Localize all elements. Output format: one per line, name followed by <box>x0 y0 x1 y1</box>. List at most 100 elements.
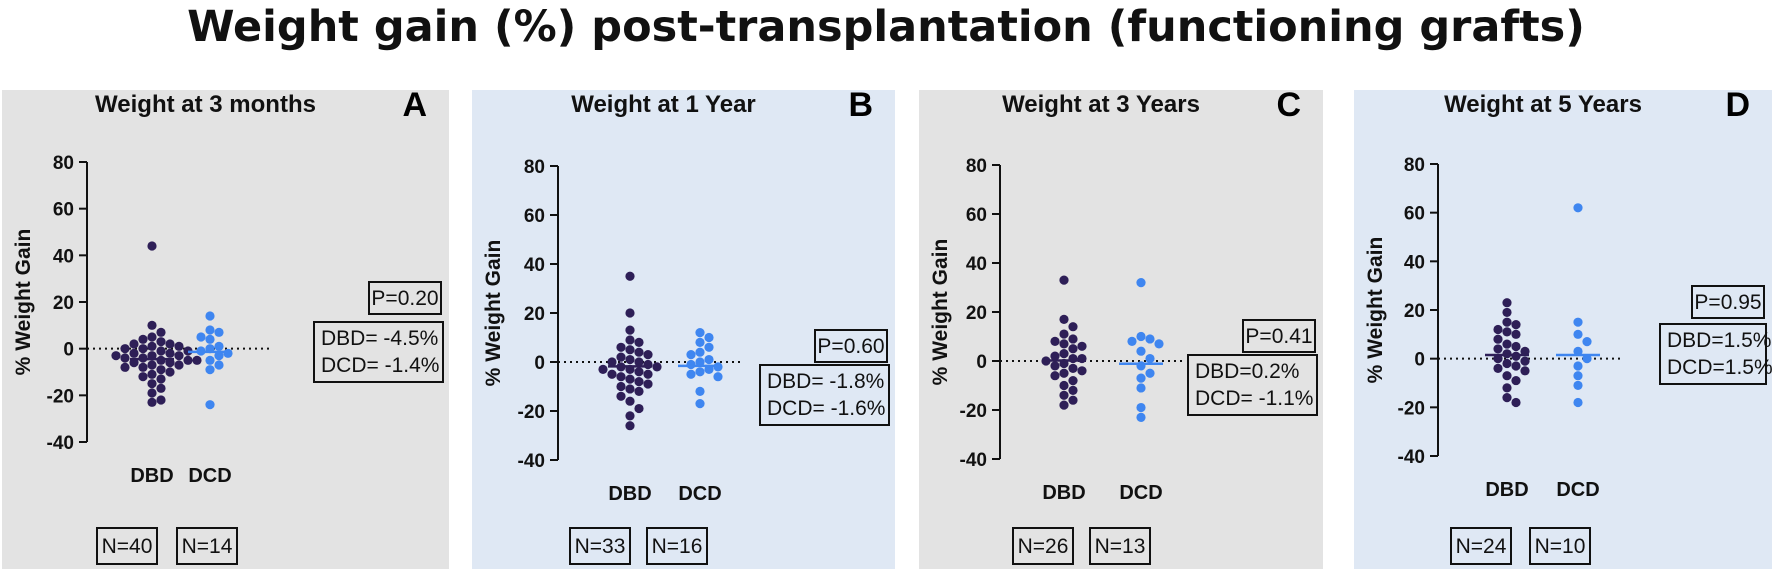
data-point-dcd <box>205 400 215 410</box>
data-point-dbd <box>616 342 626 352</box>
chart-svg: Weight at 1 Year B 80 60 40 20 0 -20 -40 % Weight… <box>482 90 890 565</box>
chart-svg: Weight at 3 months A 80 60 40 20 0 -20 -40 % Weig… <box>12 90 444 565</box>
y-tick-label: 0 <box>63 340 74 361</box>
data-point-dbd <box>138 372 148 382</box>
p-value-box <box>368 281 442 315</box>
data-point-dcd <box>695 357 705 367</box>
median-stat: DBD= -1.8% <box>767 370 884 393</box>
n-label: N=14 <box>182 535 233 558</box>
figure-title: Weight gain (%) post-transplantation (fu… <box>187 2 1585 52</box>
y-tick-label: -40 <box>47 433 74 454</box>
data-point-dcd <box>214 327 224 337</box>
y-tick-label: -20 <box>960 401 987 422</box>
data-point-dbd <box>165 367 175 377</box>
data-point-dbd <box>1511 361 1521 371</box>
data-point-dbd <box>1493 363 1503 373</box>
data-point-dbd <box>1520 366 1530 376</box>
data-point-dcd <box>686 350 696 360</box>
data-point-dcd <box>205 365 215 375</box>
y-axis-label: % Weight Gain <box>482 240 505 387</box>
data-point-dbd <box>634 357 644 367</box>
n-label: N=40 <box>102 535 153 558</box>
data-point-dcd <box>695 328 705 338</box>
p-value: P=0.41 <box>1245 325 1312 348</box>
data-point-dbd <box>1068 353 1078 364</box>
data-point-dbd <box>174 360 184 370</box>
data-point-dcd <box>695 399 705 409</box>
y-tick-label: 80 <box>524 157 545 178</box>
p-value-box <box>814 329 888 363</box>
data-point-dbd <box>1493 344 1503 354</box>
median-stat: DCD= -1.6% <box>767 397 885 420</box>
data-point-dbd <box>616 372 626 382</box>
x-category-label: DBD <box>1042 482 1085 504</box>
data-point-dcd <box>205 311 215 321</box>
median-stat: DCD=1.5% <box>1667 356 1772 379</box>
panel-b: Weight at 1 Year B 80 60 40 20 0 -20 -40 % Weight… <box>472 90 895 569</box>
data-point-dbd <box>1059 400 1069 410</box>
data-point-dbd <box>1059 314 1069 324</box>
data-point-dcd <box>214 360 224 370</box>
n-box <box>176 527 238 565</box>
data-point-dcd <box>196 332 206 342</box>
data-point-dcd <box>1573 380 1583 391</box>
data-point-dcd <box>1136 331 1146 342</box>
data-point-dbd <box>625 345 635 355</box>
data-point-dbd <box>1493 334 1503 344</box>
data-point-dbd <box>1059 380 1069 391</box>
data-point-dbd <box>1502 307 1512 318</box>
y-axis-label: % Weight Gain <box>929 239 952 386</box>
data-point-dcd <box>214 341 224 351</box>
n-label: N=33 <box>575 535 626 558</box>
data-point-dbd <box>1520 356 1530 366</box>
data-point-dcd <box>223 348 233 358</box>
y-tick-label: 60 <box>53 200 74 221</box>
data-point-dbd <box>147 360 157 370</box>
data-point-dbd <box>625 396 635 406</box>
data-point-dbd <box>174 341 184 351</box>
y-tick-label: 0 <box>1414 350 1425 371</box>
data-point-dbd <box>120 353 130 363</box>
data-point-dbd <box>165 339 175 349</box>
y-tick-label: 20 <box>966 303 987 324</box>
data-point-dbd <box>652 362 662 372</box>
data-point-dcd <box>704 354 714 365</box>
data-point-dcd <box>205 355 215 365</box>
y-axis-label: % Weight Gain <box>1364 237 1387 384</box>
data-point-dbd <box>120 362 130 372</box>
n-label: N=24 <box>1456 535 1507 558</box>
data-point-dcd <box>205 325 215 335</box>
data-point-dbd <box>1511 375 1521 386</box>
panel-title: Weight at 5 Years <box>1444 91 1642 118</box>
data-point-dcd <box>205 334 215 344</box>
median-stat: DBD= -4.5% <box>321 327 438 350</box>
data-point-dbd <box>1502 317 1512 327</box>
x-category-label: DBD <box>1485 479 1528 501</box>
data-point-dbd <box>1493 324 1503 335</box>
median-stat: DCD= -1.1% <box>1195 387 1313 410</box>
data-point-dbd <box>1068 385 1078 395</box>
n-label: N=26 <box>1018 535 1069 558</box>
panel-d: Weight at 5 Years D 80 60 40 20 0 -20 -40 % Weigh… <box>1354 90 1772 569</box>
data-point-dbd <box>1059 390 1069 400</box>
data-point-dbd <box>625 335 635 345</box>
data-point-dbd <box>147 397 157 407</box>
data-point-dcd <box>1136 278 1146 288</box>
y-tick-label: 80 <box>1404 155 1425 176</box>
n-box <box>569 527 631 565</box>
data-point-dbd <box>643 379 653 389</box>
median-stat: DCD= -1.4% <box>321 354 439 377</box>
data-point-dbd <box>183 355 193 365</box>
data-point-dbd <box>634 367 644 377</box>
y-tick-label: 80 <box>966 156 987 177</box>
data-point-dbd <box>1502 383 1512 393</box>
p-value-box <box>1242 319 1316 353</box>
data-point-dbd <box>1068 334 1078 344</box>
data-point-dbd <box>625 325 635 335</box>
chart-svg: Weight at 5 Years D 80 60 40 20 0 -20 -40 % Weigh… <box>1364 90 1772 565</box>
data-point-dbd <box>1068 363 1078 373</box>
p-value-box <box>1691 285 1765 319</box>
data-point-dbd <box>634 377 644 387</box>
data-point-dbd <box>165 348 175 358</box>
data-point-dbd <box>634 337 644 347</box>
